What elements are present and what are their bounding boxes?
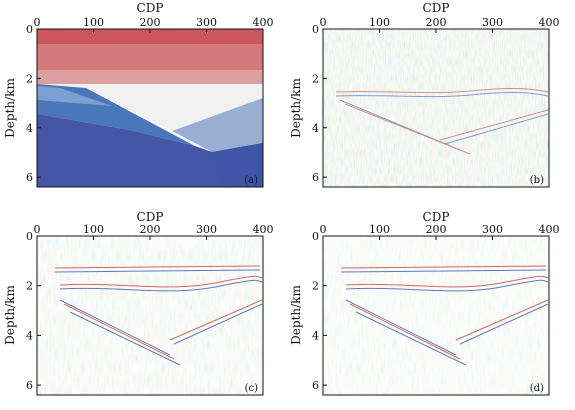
panel-tag-a: (a) [244, 175, 258, 186]
y-tick-label-c-0: 0 [26, 230, 33, 243]
reflectors-b [335, 87, 549, 155]
panel-c [36, 235, 264, 396]
x-tick-label-b-1: 100 [369, 16, 390, 29]
x-tick-label-c-3: 300 [196, 223, 217, 236]
panel-tag-b: (b) [530, 175, 544, 186]
y-tick-label-d-0: 0 [312, 230, 319, 243]
x-tick-label-c-0: 0 [34, 223, 41, 236]
seismic-noise-c [37, 236, 263, 395]
x-tick-label-b-2: 200 [426, 16, 447, 29]
panel-b [322, 28, 550, 188]
y-axis-title-a: Depth/km [3, 78, 17, 138]
x-tick-label-d-4: 400 [539, 223, 560, 236]
x-axis-title-d: CDP [423, 210, 450, 224]
y-tick-label-b-3: 6 [312, 171, 319, 184]
x-tick-label-d-1: 100 [369, 223, 390, 236]
seismic-noise-d [323, 236, 549, 395]
right-body [172, 98, 263, 152]
y-tick-label-b-2: 4 [312, 122, 319, 135]
x-axis-title-c: CDP [137, 210, 164, 224]
x-tick-label-d-2: 200 [426, 223, 447, 236]
x-tick-label-a-2: 200 [140, 16, 161, 29]
x-axis-title-b: CDP [423, 1, 450, 15]
y-tick-label-b-1: 2 [312, 72, 319, 85]
x-tick-label-a-1: 100 [83, 16, 104, 29]
x-tick-label-a-0: 0 [34, 16, 41, 29]
y-axis-title-b: Depth/km [289, 78, 303, 138]
y-tick-label-a-1: 2 [26, 72, 33, 85]
reflectors-d [340, 265, 549, 366]
y-tick-label-c-3: 6 [26, 379, 33, 392]
y-tick-label-b-0: 0 [312, 23, 319, 36]
x-tick-label-b-3: 300 [482, 16, 503, 29]
y-tick-label-a-2: 4 [26, 122, 33, 135]
x-tick-label-a-3: 300 [196, 16, 217, 29]
x-tick-label-d-0: 0 [320, 223, 327, 236]
panel-a [36, 28, 264, 188]
left-shallow-body [37, 86, 112, 106]
seismic-noise-b [323, 29, 549, 187]
basement-lower [212, 143, 263, 187]
y-axis-title-d: Depth/km [289, 285, 303, 345]
x-tick-label-b-4: 400 [539, 16, 560, 29]
x-tick-label-c-4: 400 [253, 223, 274, 236]
x-tick-label-a-4: 400 [253, 16, 274, 29]
wedge [37, 84, 263, 131]
y-tick-label-d-1: 2 [312, 280, 319, 293]
panel-d [322, 235, 550, 396]
x-axis-title-a: CDP [137, 1, 164, 15]
layer-3 [37, 70, 263, 84]
x-tick-label-c-1: 100 [83, 223, 104, 236]
panel-tag-d: (d) [530, 383, 544, 394]
basement [37, 114, 263, 187]
y-tick-label-c-1: 2 [26, 280, 33, 293]
y-axis-title-c: Depth/km [3, 285, 17, 345]
y-tick-label-c-2: 4 [26, 329, 33, 342]
x-tick-label-b-0: 0 [320, 16, 327, 29]
panel-tag-c: (c) [245, 383, 259, 394]
y-tick-label-d-3: 6 [312, 379, 319, 392]
layer-2 [37, 44, 263, 71]
x-tick-label-d-3: 300 [482, 223, 503, 236]
y-tick-label-d-2: 4 [312, 329, 319, 342]
y-tick-label-a-0: 0 [26, 23, 33, 36]
x-tick-label-c-2: 200 [140, 223, 161, 236]
y-tick-label-a-3: 6 [26, 171, 33, 184]
reflectors-c [54, 265, 263, 366]
velocity-model [37, 29, 263, 187]
